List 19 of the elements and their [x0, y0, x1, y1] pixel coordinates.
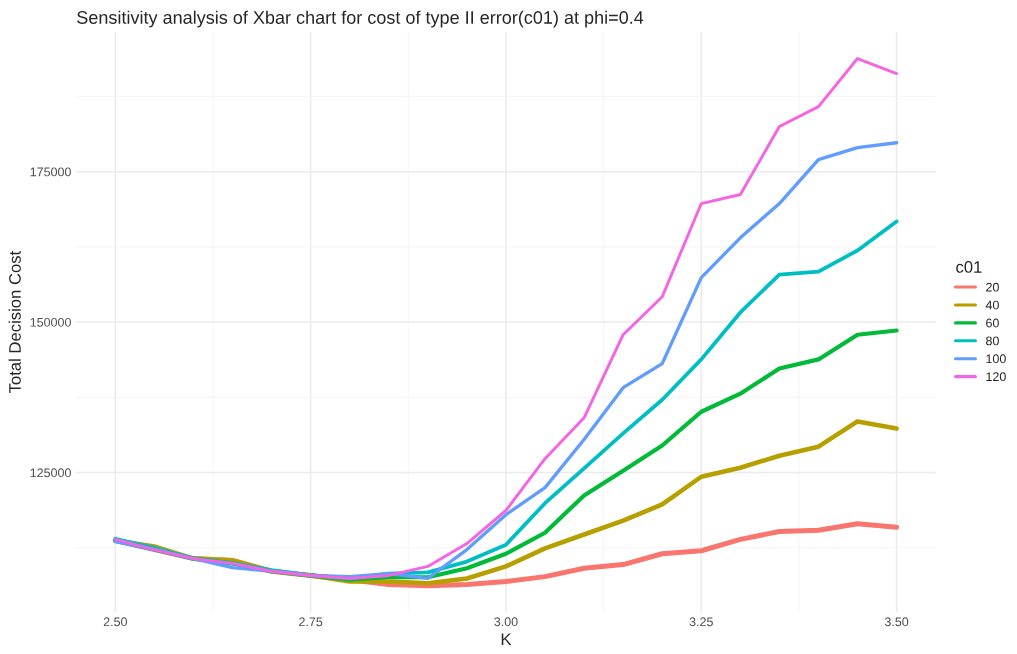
- legend-label: 120: [986, 372, 1006, 382]
- legend-label: 40: [985, 300, 999, 310]
- x-tick-label: 2.75: [299, 617, 323, 627]
- legend-label: 80: [986, 336, 999, 346]
- y-tick-label: 150000: [30, 317, 71, 327]
- x-axis-title: K: [501, 633, 512, 645]
- legend-label: 60: [986, 318, 999, 328]
- x-tick-label: 3.50: [884, 617, 909, 627]
- legend-label: 20: [986, 282, 999, 292]
- chart-title: Sensitivity analysis of Xbar chart for cost of type II error(c01) at phi=0.4: [77, 10, 644, 28]
- x-tick-label: 3.00: [494, 617, 518, 627]
- x-tick-label: 2.50: [103, 617, 128, 627]
- y-tick-label: 175000: [30, 167, 71, 177]
- y-axis-title: Total Decision Cost: [8, 250, 21, 394]
- legend-title: c01: [956, 261, 982, 273]
- line-series: [113, 57, 899, 580]
- x-tick-label: 3.25: [689, 617, 713, 627]
- legend-label: 100: [986, 354, 1006, 364]
- y-tick-label: 125000: [30, 468, 71, 478]
